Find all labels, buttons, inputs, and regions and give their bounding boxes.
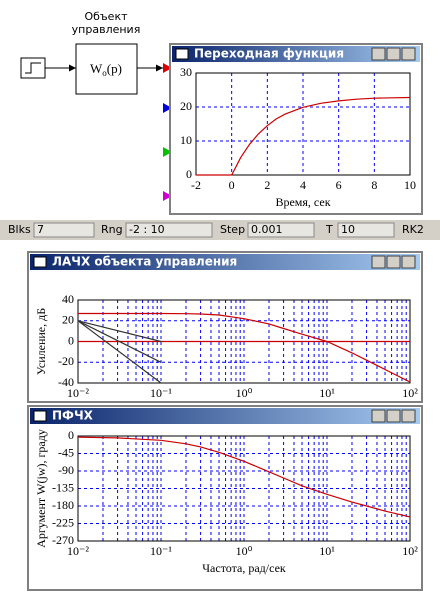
y-tick-label: -40	[58, 375, 74, 389]
status-label: Rng	[101, 223, 123, 236]
y-tick-label: 40	[62, 292, 74, 306]
close-button[interactable]	[401, 409, 416, 423]
status-bar	[0, 220, 440, 240]
plot-frame	[77, 435, 411, 542]
window	[169, 43, 423, 215]
series-line	[78, 312, 411, 383]
status-field	[247, 222, 315, 238]
y-axis-label: Аргумент W(jw), граду	[34, 429, 48, 548]
y-tick-label: -45	[58, 445, 74, 459]
maximize-button[interactable]	[386, 409, 401, 423]
title-bar	[172, 46, 420, 62]
y-tick-label: 0	[68, 333, 74, 347]
status-value: 7	[37, 223, 44, 236]
x-tick-label: 10¹	[319, 386, 335, 400]
x-tick-label: 4	[300, 178, 306, 192]
series-line	[196, 96, 411, 176]
y-tick-label: -225	[52, 515, 74, 529]
status-field	[125, 222, 213, 238]
window-title: ЛАЧХ объекта управления	[52, 255, 237, 269]
x-tick-label: -2	[191, 178, 201, 192]
x-tick-label: 10⁻¹	[150, 544, 172, 558]
step-block[interactable]	[20, 57, 46, 79]
x-tick-label: 0	[229, 178, 235, 192]
y-tick-label: 30	[180, 65, 192, 79]
close-button[interactable]	[401, 47, 416, 61]
w: W	[90, 61, 103, 76]
status-field	[33, 222, 95, 238]
window-icon	[33, 256, 47, 268]
status-value: RK2	[402, 223, 424, 236]
y-tick-label: 20	[62, 313, 74, 327]
x-axis-label: Время, сек	[275, 195, 330, 209]
object-label: управления	[72, 23, 141, 36]
status-label: Step	[220, 223, 245, 236]
y-tick-label: -270	[52, 533, 74, 547]
status-label: Blks	[8, 223, 31, 236]
object-label: Объект	[84, 10, 128, 23]
window-icon	[175, 48, 189, 60]
close-button[interactable]	[401, 255, 416, 269]
status-value: 10	[341, 223, 355, 236]
x-tick-label: 2	[264, 178, 270, 192]
y-tick-label: 0	[68, 428, 74, 442]
window-title: ПФЧХ	[52, 409, 94, 423]
y-tick-label: 10	[180, 133, 192, 147]
status-value: 0.001	[251, 223, 283, 236]
x-tick-label: 10⁻²	[67, 544, 89, 558]
series-line	[77, 320, 162, 343]
minimize-button[interactable]	[371, 47, 386, 61]
minimize-button[interactable]	[371, 255, 386, 269]
x-tick-label: 10	[404, 178, 416, 192]
status-value: -2 : 10	[129, 223, 165, 236]
y-tick-label: -135	[52, 480, 74, 494]
port	[163, 191, 172, 201]
block-label: Wo(p)	[90, 61, 122, 78]
maximize-button[interactable]	[386, 255, 401, 269]
maximize-button[interactable]	[386, 47, 401, 61]
title-bar	[30, 254, 420, 270]
title-bar	[30, 408, 420, 424]
plot-frame	[195, 72, 411, 176]
port	[163, 103, 172, 113]
series-line	[77, 320, 162, 363]
arg: (p)	[107, 61, 122, 76]
step-icon	[25, 62, 41, 74]
y-axis-label: Усиление, дБ	[34, 308, 48, 375]
x-tick-label: 10⁻²	[67, 386, 89, 400]
series-line	[77, 436, 411, 518]
x-tick-label: 6	[336, 178, 342, 192]
window-title: Переходная функция	[194, 47, 344, 61]
transfer-block[interactable]	[75, 43, 138, 95]
y-tick-label: -90	[58, 463, 74, 477]
port	[163, 63, 172, 73]
y-tick-label: -180	[52, 498, 74, 512]
x-tick-label: 10⁰	[236, 544, 253, 558]
x-tick-label: 10⁻¹	[150, 386, 172, 400]
x-tick-label: 8	[371, 178, 377, 192]
sub: o	[102, 68, 107, 78]
minimize-button[interactable]	[371, 409, 386, 423]
x-tick-label: 10²	[402, 386, 418, 400]
y-tick-label: -20	[58, 354, 74, 368]
x-tick-label: 10⁰	[236, 386, 253, 400]
window	[27, 405, 423, 591]
x-tick-label: 10¹	[319, 544, 335, 558]
status-field	[337, 222, 395, 238]
window-icon	[33, 410, 47, 422]
window	[27, 251, 423, 403]
status-label: T	[325, 223, 333, 236]
y-tick-label: 0	[186, 167, 192, 181]
series-line	[77, 320, 162, 384]
y-tick-label: 20	[180, 99, 192, 113]
x-axis-label: Частота, рад/сек	[202, 561, 286, 575]
x-tick-label: 10²	[402, 544, 418, 558]
port	[163, 147, 172, 157]
